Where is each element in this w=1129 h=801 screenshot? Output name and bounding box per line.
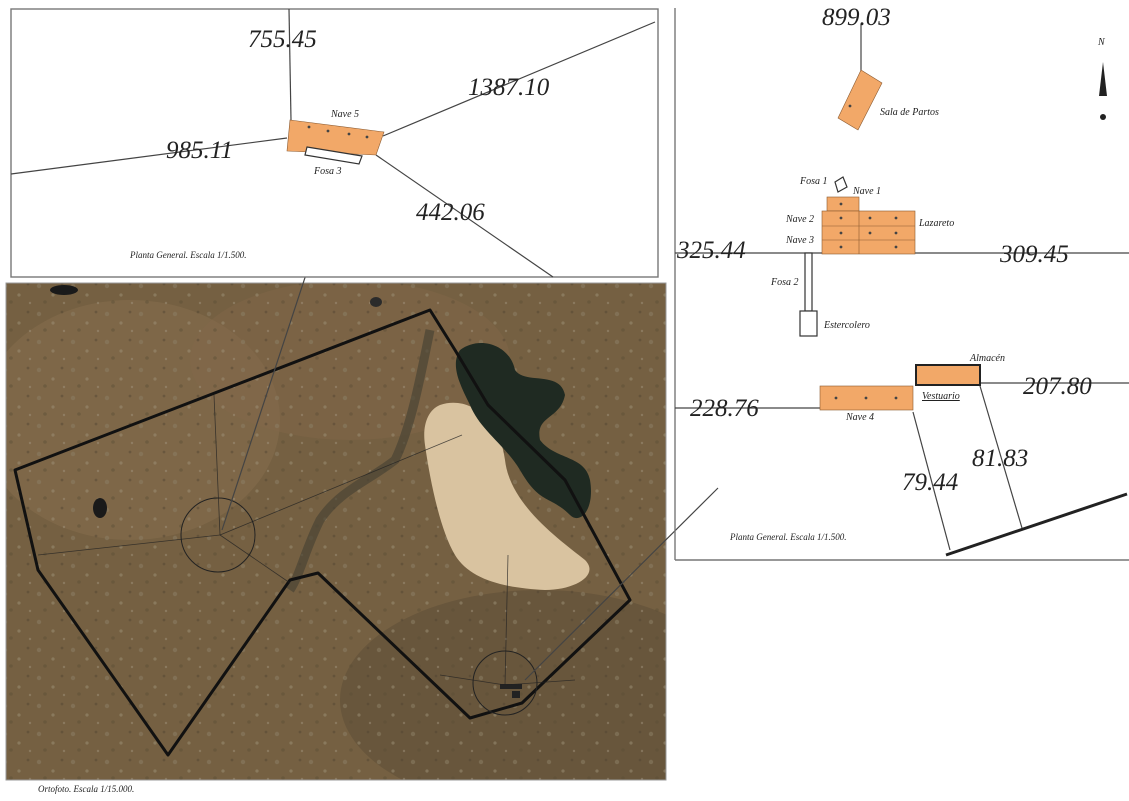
property-boundary: [13, 308, 632, 757]
fosa3-pit: [304, 146, 363, 165]
estercolero-label: Estercolero: [823, 320, 870, 331]
sala-de-partos-building: [837, 69, 883, 131]
nave5-building: [286, 119, 385, 156]
nave5-label: Nave 5: [330, 109, 359, 120]
nave3-label: Nave 3: [785, 235, 814, 246]
naves-2-3-lazareto-block: [821, 210, 916, 255]
dry-reservoir: [424, 402, 590, 590]
fosa1-pit: [834, 176, 848, 193]
lazareto-label: Lazareto: [918, 218, 954, 229]
distance-label: 79.44: [902, 469, 958, 496]
orthophoto-caption: Ortofoto. Escala 1/15.000.: [38, 784, 134, 794]
distance-label: 755.45: [248, 26, 317, 53]
distance-label: 309.45: [999, 241, 1069, 268]
pond-icon: [50, 285, 78, 295]
planta-general-1-panel: 755.45 1387.10 985.11 442.06 Nave 5 Fosa…: [10, 8, 659, 278]
orthophoto-panel: [5, 282, 667, 781]
distance-label: 325.44: [676, 237, 746, 264]
almacen-label: Almacén: [969, 353, 1005, 364]
sala-de-partos-label: Sala de Partos: [880, 107, 939, 118]
fosa3-label: Fosa 3: [313, 166, 342, 177]
planta-general-2-panel: N 899.03 Sala de Partos Fosa 1 Nave 1 Na…: [674, 4, 1129, 561]
bearing-lines: [37, 394, 576, 686]
panel-caption: Planta General. Escala 1/1.500.: [129, 250, 247, 260]
distance-label: 899.03: [822, 4, 891, 31]
location-circle-nave5: [180, 497, 256, 573]
leader-line-plan1: [221, 237, 319, 531]
distance-label: 228.76: [690, 395, 759, 422]
nave4-label: Nave 4: [845, 412, 874, 423]
distance-label: 1387.10: [468, 74, 550, 101]
north-arrow-icon: N: [1097, 37, 1107, 120]
fosa2-label: Fosa 2: [770, 277, 799, 288]
estercolero-structure: [799, 310, 818, 337]
panel-caption: Planta General. Escala 1/1.500.: [729, 532, 847, 542]
pond-icon: [93, 498, 107, 518]
distance-label: 985.11: [166, 137, 233, 164]
nave1-label: Nave 1: [852, 186, 881, 197]
vestuario-label: Vestuario: [922, 391, 960, 402]
distance-label: 81.83: [972, 445, 1028, 472]
nave2-label: Nave 2: [785, 214, 814, 225]
almacen-building: [915, 364, 981, 386]
distance-label: 207.80: [1023, 373, 1092, 400]
fosa1-label: Fosa 1: [799, 176, 828, 187]
stream-bed: [286, 329, 435, 593]
location-circle-main-farm: [472, 650, 538, 716]
distance-label: 442.06: [416, 199, 485, 226]
pond-icon: [370, 297, 382, 307]
leader-line-plan2: [524, 487, 719, 681]
fosa2-pit: [804, 252, 813, 312]
svg-text:N: N: [1097, 37, 1106, 48]
nave1-building: [826, 196, 860, 212]
